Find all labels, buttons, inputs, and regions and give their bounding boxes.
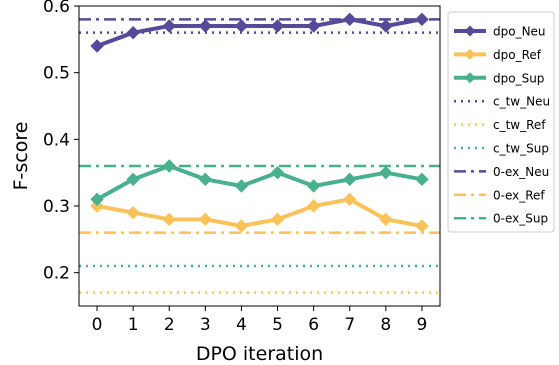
y-tick-label: 0.4 — [43, 130, 70, 150]
legend-label-c-tw-ref: c_tw_Ref — [493, 118, 546, 132]
legend-frame — [447, 11, 555, 233]
data-point-dpo-ref — [415, 219, 429, 233]
y-tick-label: 0.5 — [43, 64, 70, 84]
data-point-dpo-neu — [90, 39, 104, 53]
data-point-dpo-sup — [306, 179, 321, 193]
data-point-dpo-neu — [198, 19, 213, 33]
x-tick-label: 8 — [380, 315, 391, 335]
data-point-dpo-neu — [270, 19, 285, 33]
legend-marker-dpo-ref — [464, 48, 476, 60]
y-tick-label: 0.6 — [43, 0, 70, 17]
series-line-dpo-neu — [96, 17, 423, 48]
data-point-dpo-neu — [162, 19, 176, 33]
data-point-dpo-ref — [306, 199, 321, 213]
data-point-dpo-sup — [415, 172, 429, 187]
data-point-dpo-ref — [379, 212, 393, 227]
data-point-dpo-ref — [343, 192, 357, 207]
data-point-dpo-ref — [126, 205, 140, 220]
data-point-dpo-sup — [90, 192, 104, 207]
legend-marker-dpo-sup — [464, 72, 476, 84]
x-tick-label: 6 — [308, 315, 319, 335]
x-tick-label: 9 — [417, 315, 428, 335]
y-tick-label: 0.3 — [43, 197, 70, 217]
data-point-dpo-sup — [234, 179, 249, 193]
x-tick-label: 3 — [200, 315, 211, 335]
y-axis-label: F-score — [10, 122, 32, 191]
x-tick-label: 4 — [236, 315, 247, 335]
legend-marker-dpo-neu — [464, 25, 476, 37]
legend-label-dpo-sup: dpo_Sup — [493, 71, 544, 85]
series-line-dpo-sup — [96, 164, 423, 202]
y-tick-label: 0.2 — [43, 264, 70, 284]
x-axis-label: DPO iteration — [196, 343, 323, 365]
data-point-dpo-sup — [270, 165, 285, 180]
x-tick-label: 7 — [344, 315, 355, 335]
legend-label-0-ex-sup: 0-ex_Sup — [493, 212, 548, 226]
data-point-dpo-neu — [379, 19, 393, 33]
legend: dpo_Neu dpo_Ref dpo_Sup c_tw_Neu c_tw_Ref c_t… — [447, 11, 555, 233]
data-point-dpo-ref — [234, 219, 249, 233]
data-point-dpo-ref — [198, 212, 213, 227]
x-tick-label: 2 — [164, 315, 175, 335]
data-point-dpo-sup — [343, 172, 357, 187]
legend-label-dpo-ref: dpo_Ref — [493, 48, 542, 62]
legend-label-c-tw-sup: c_tw_Sup — [493, 142, 549, 156]
plot-frame — [78, 5, 441, 307]
legend-label-0-ex-neu: 0-ex_Neu — [493, 165, 549, 179]
data-point-dpo-neu — [234, 19, 249, 33]
data-point-dpo-ref — [162, 212, 176, 227]
data-point-dpo-sup — [126, 172, 140, 187]
legend-label-dpo-neu: dpo_Neu — [493, 25, 546, 39]
data-point-dpo-sup — [379, 165, 393, 180]
data-point-dpo-sup — [162, 159, 176, 173]
data-point-dpo-neu — [306, 19, 321, 33]
axes: 0 1 2 3 4 5 6 7 8 9 0.2 0.3 0.4 0.5 0.6 — [43, 0, 427, 335]
data-point-dpo-sup — [198, 172, 213, 187]
data-point-dpo-neu — [126, 25, 140, 40]
series-line-dpo-ref — [96, 197, 423, 228]
legend-label-c-tw-neu: c_tw_Neu — [493, 95, 550, 109]
data-point-dpo-ref — [270, 212, 285, 227]
data-point-dpo-neu — [343, 12, 357, 27]
data-point-dpo-neu — [415, 12, 429, 27]
x-tick-label: 1 — [128, 315, 139, 335]
x-tick-label: 5 — [272, 315, 283, 335]
x-tick-label: 0 — [92, 315, 103, 335]
legend-label-0-ex-ref: 0-ex_Ref — [493, 188, 545, 202]
plot-lines — [79, 12, 440, 294]
